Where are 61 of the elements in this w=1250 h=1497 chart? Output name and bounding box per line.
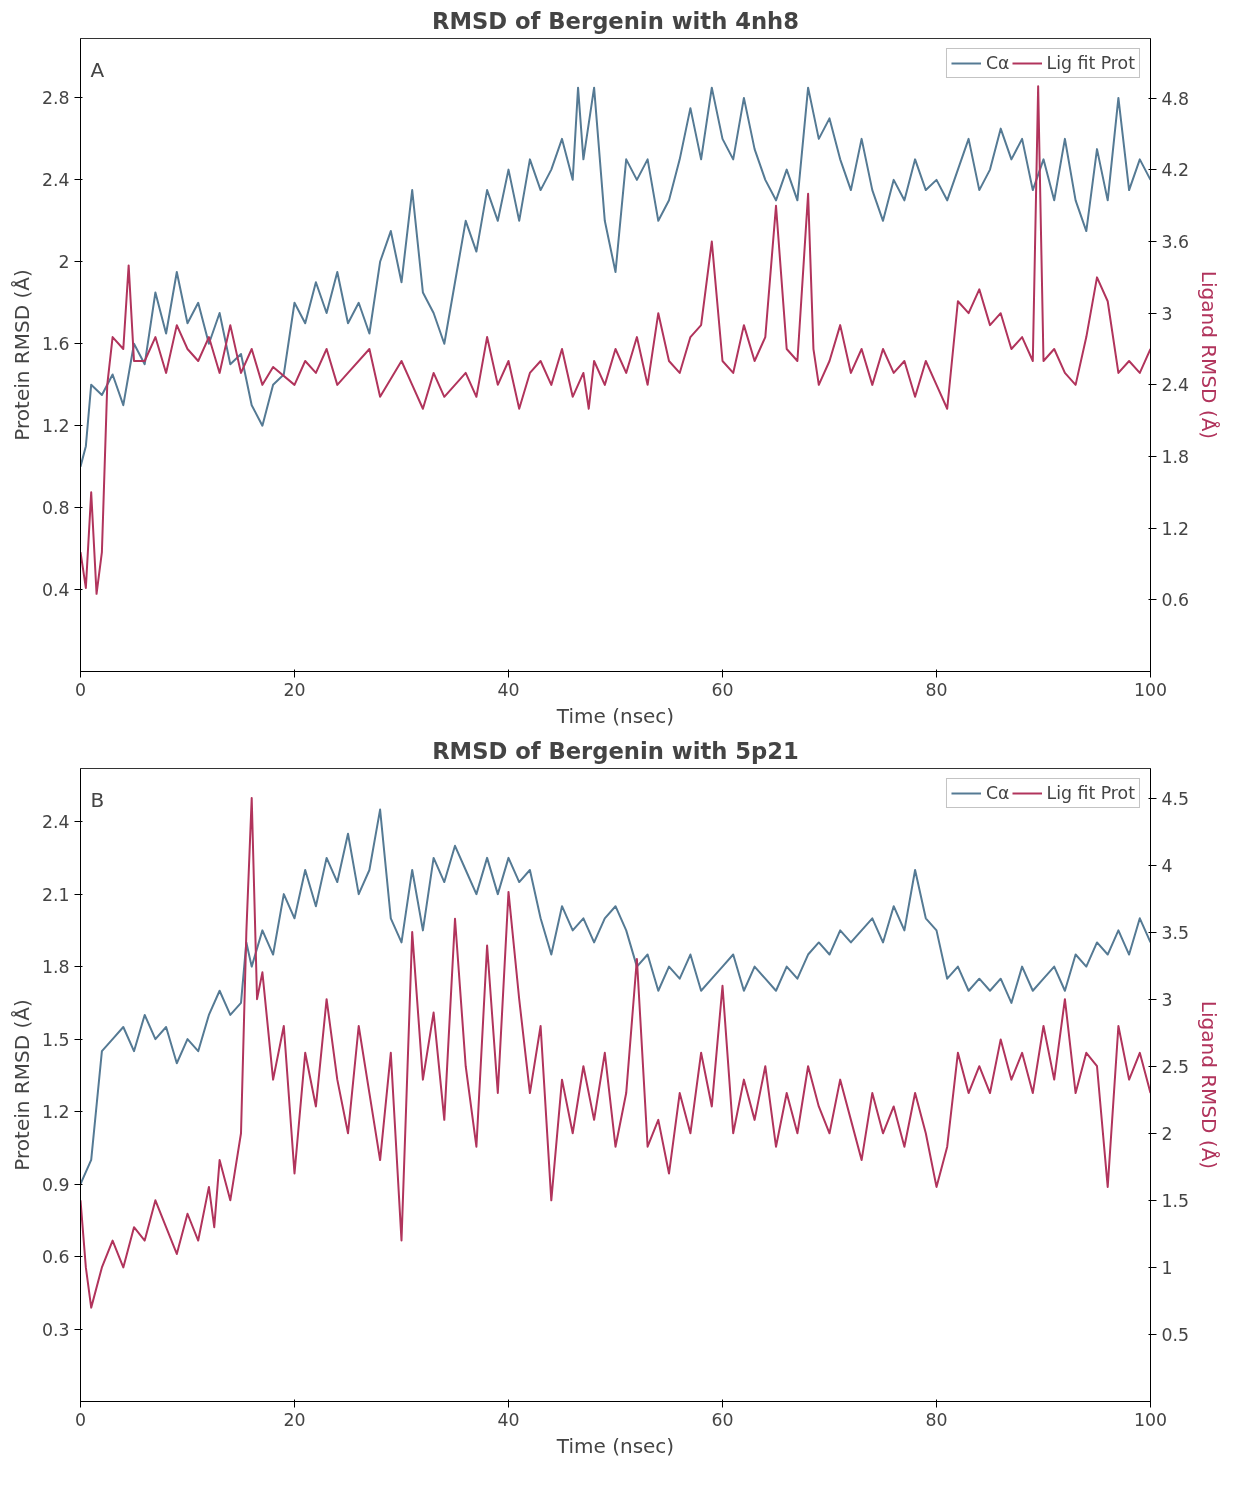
- annotation: B: [90, 787, 105, 812]
- y-tick-label: 1.2: [41, 416, 70, 437]
- y-axis-title: Protein RMSD (Å): [9, 269, 34, 441]
- line-series: [80, 86, 1151, 468]
- y2-tick-label: 3: [1161, 989, 1173, 1010]
- chart-title: RMSD of Bergenin with 4nh8: [432, 7, 799, 34]
- y-tick-label: 2.4: [41, 170, 70, 191]
- x-tick-label: 60: [711, 1409, 734, 1430]
- x-tick-label: 20: [283, 1409, 306, 1430]
- y-tick-label: 0.6: [41, 1247, 70, 1268]
- legend-label: Cα: [985, 783, 1010, 803]
- x-tick-label: 100: [1133, 679, 1168, 700]
- y2-tick-label: 1.5: [1161, 1190, 1190, 1211]
- y2-tick-label: 3: [1161, 303, 1173, 324]
- y-tick-label: 2.4: [41, 812, 70, 833]
- y-tick-label: 0.9: [41, 1174, 70, 1195]
- x-axis-title: Time (nsec): [555, 1433, 675, 1458]
- y2-tick-label: 3.5: [1161, 922, 1190, 943]
- y-tick-label: 1.5: [41, 1029, 70, 1050]
- y-tick-label: 0.4: [41, 580, 70, 601]
- x-tick-label: 0: [74, 1409, 87, 1430]
- y2-tick-label: 4: [1161, 855, 1173, 876]
- y2-tick-label: 3.6: [1161, 232, 1190, 253]
- y2-tick-label: 4.8: [1161, 88, 1190, 109]
- legend-label: Lig fit Prot: [1046, 783, 1135, 803]
- line-series: [80, 808, 1151, 1186]
- y2-tick-label: 2: [1161, 1123, 1173, 1144]
- x-tick-label: 100: [1133, 1409, 1168, 1430]
- y-tick-label: 1.6: [41, 334, 70, 355]
- line-series: [80, 85, 1151, 595]
- y2-axis-title: Ligand RMSD (Å): [1197, 270, 1222, 440]
- y-tick-label: 1.8: [41, 957, 70, 978]
- x-tick-label: 40: [497, 1409, 520, 1430]
- y2-tick-label: 1: [1161, 1257, 1173, 1278]
- y2-tick-label: 1.8: [1161, 447, 1190, 468]
- y-tick-label: 0.3: [41, 1319, 70, 1340]
- x-tick-label: 40: [497, 679, 520, 700]
- y2-tick-label: 0.6: [1161, 590, 1190, 611]
- y2-tick-label: 0.5: [1161, 1324, 1190, 1345]
- y-tick-label: 1.2: [41, 1102, 70, 1123]
- y2-tick-label: 4.5: [1161, 788, 1190, 809]
- x-tick-label: 20: [283, 679, 306, 700]
- y-tick-label: 2.8: [41, 88, 70, 109]
- annotation: A: [90, 57, 105, 82]
- x-tick-label: 0: [74, 679, 87, 700]
- chart-title: RMSD of Bergenin with 5p21: [432, 737, 799, 764]
- y2-tick-label: 2.4: [1161, 375, 1190, 396]
- y2-axis-title: Ligand RMSD (Å): [1197, 1000, 1222, 1170]
- y-tick-label: 0.8: [41, 498, 70, 519]
- x-tick-label: 80: [925, 1409, 948, 1430]
- y-tick-label: 2.1: [41, 884, 70, 905]
- legend-label: Cα: [985, 53, 1010, 73]
- y2-tick-label: 1.2: [1161, 518, 1190, 539]
- x-tick-label: 60: [711, 679, 734, 700]
- x-axis-title: Time (nsec): [555, 703, 675, 728]
- legend-label: Lig fit Prot: [1046, 53, 1135, 73]
- y-axis-title: Protein RMSD (Å): [9, 999, 34, 1171]
- y-tick-label: 2: [58, 252, 70, 273]
- x-tick-label: 80: [925, 679, 948, 700]
- y2-tick-label: 4.2: [1161, 160, 1190, 181]
- y2-tick-label: 2.5: [1161, 1056, 1190, 1077]
